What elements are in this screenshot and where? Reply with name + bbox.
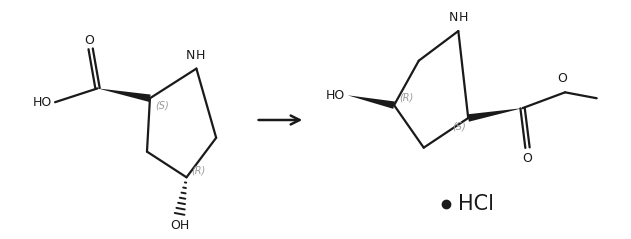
Text: N: N bbox=[186, 49, 195, 62]
Polygon shape bbox=[98, 88, 151, 102]
Text: HO: HO bbox=[326, 89, 345, 102]
Text: H: H bbox=[196, 49, 205, 62]
Polygon shape bbox=[348, 95, 395, 109]
Text: O: O bbox=[557, 72, 567, 85]
Text: N: N bbox=[449, 11, 458, 24]
Polygon shape bbox=[468, 108, 522, 122]
Text: OH: OH bbox=[170, 219, 189, 232]
Text: (R): (R) bbox=[399, 92, 413, 102]
Text: O: O bbox=[522, 152, 533, 165]
Text: HO: HO bbox=[33, 96, 52, 109]
Text: O: O bbox=[85, 34, 95, 47]
Text: (S): (S) bbox=[452, 122, 466, 132]
Text: (S): (S) bbox=[155, 100, 168, 110]
Text: HCl: HCl bbox=[458, 194, 494, 214]
Text: (R): (R) bbox=[191, 165, 206, 175]
Text: H: H bbox=[459, 11, 468, 24]
